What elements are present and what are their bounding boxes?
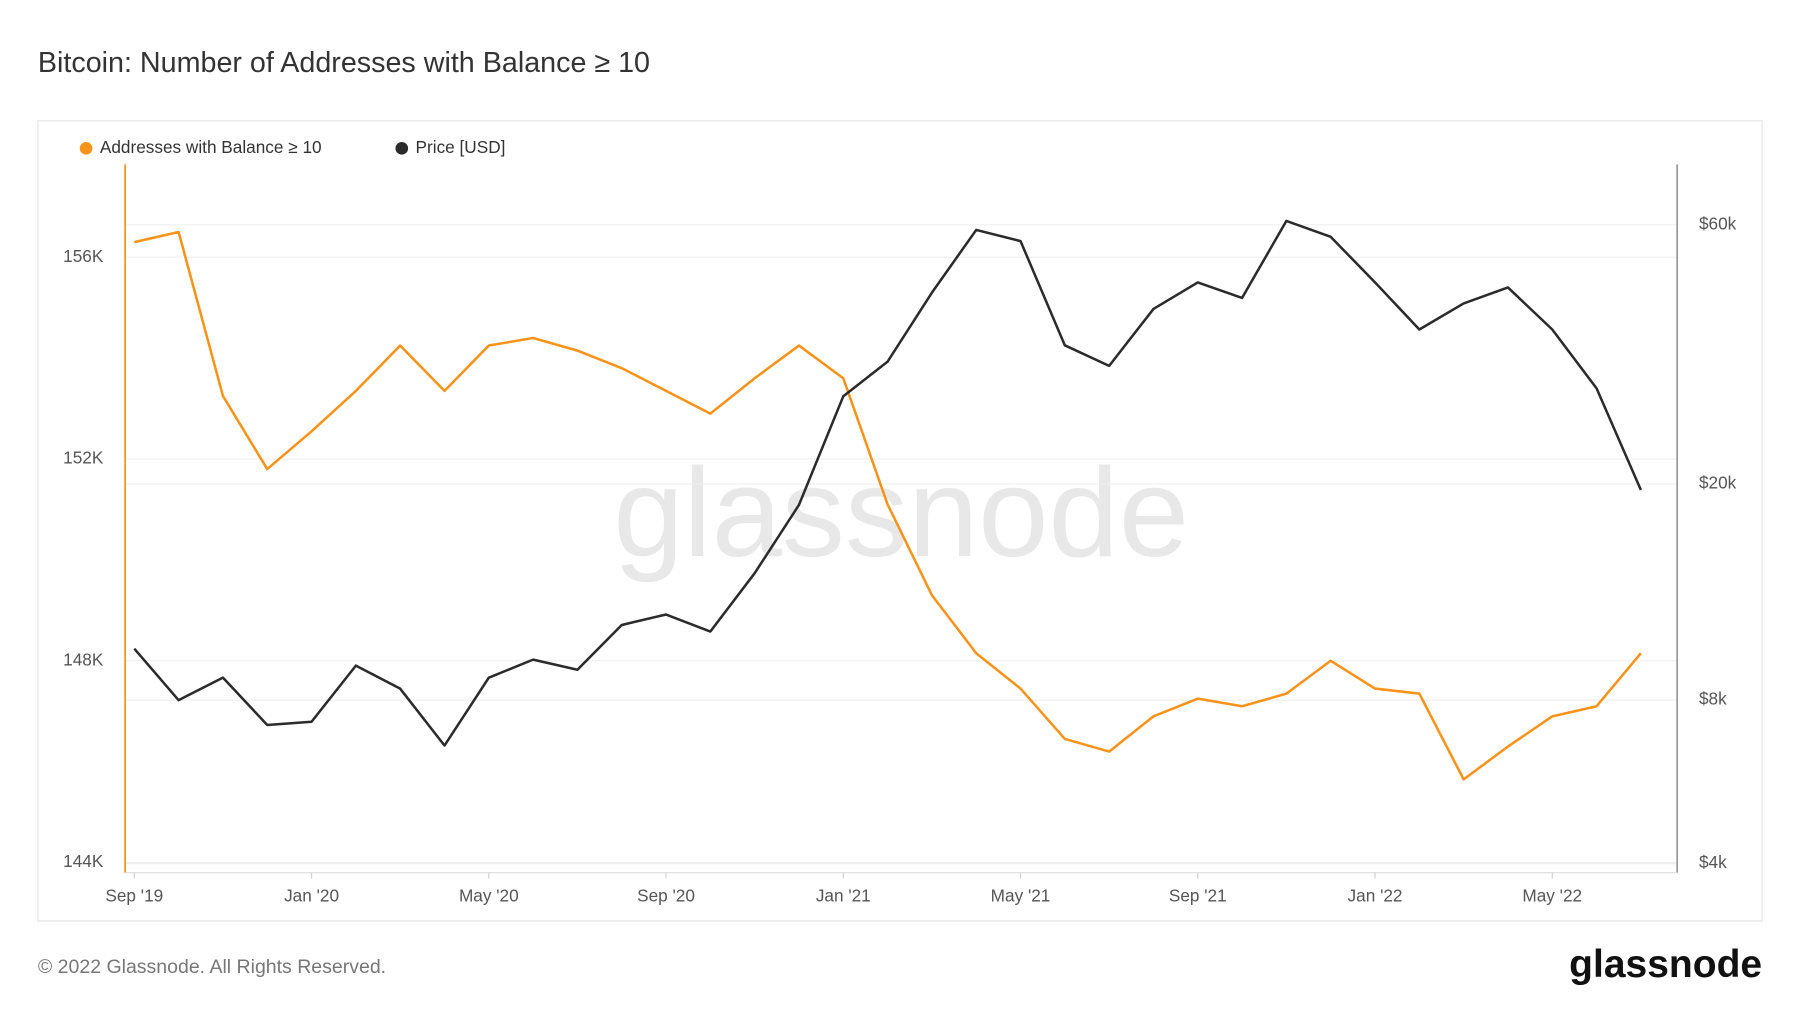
x-tick-label: May '20 xyxy=(459,885,519,905)
y2-tick-label: $8k xyxy=(1699,689,1727,709)
y-tick-label: 156K xyxy=(63,246,104,266)
legend-marker xyxy=(395,142,409,155)
x-tick-label: Jan '21 xyxy=(816,885,871,905)
x-tick-label: Sep '20 xyxy=(637,885,695,905)
legend-marker xyxy=(79,142,93,155)
y2-tick-label: $60k xyxy=(1699,213,1737,233)
series-line xyxy=(134,230,1642,781)
logo: glassnode xyxy=(1569,943,1762,986)
y2-tick-label: $20k xyxy=(1699,473,1737,493)
x-tick-label: Jan '22 xyxy=(1348,885,1403,905)
chart-title: Bitcoin: Number of Addresses with Balanc… xyxy=(38,47,650,79)
watermark: glassnode xyxy=(613,442,1189,583)
chart-frame xyxy=(37,120,1763,922)
x-tick-label: May '21 xyxy=(991,885,1051,905)
legend-label: Price [USD] xyxy=(416,137,506,157)
x-tick-label: Sep '19 xyxy=(105,885,163,905)
x-tick-label: May '22 xyxy=(1522,885,1582,905)
y-tick-label: 152K xyxy=(63,448,104,468)
x-tick-label: Jan '20 xyxy=(284,885,339,905)
legend-label: Addresses with Balance ≥ 10 xyxy=(100,137,322,157)
y2-tick-label: $4k xyxy=(1699,852,1727,872)
x-tick-label: Sep '21 xyxy=(1169,885,1227,905)
series-line xyxy=(133,219,1643,747)
copyright: © 2022 Glassnode. All Rights Reserved. xyxy=(38,956,386,978)
y-tick-label: 144K xyxy=(63,851,104,871)
y-tick-label: 148K xyxy=(63,649,104,669)
